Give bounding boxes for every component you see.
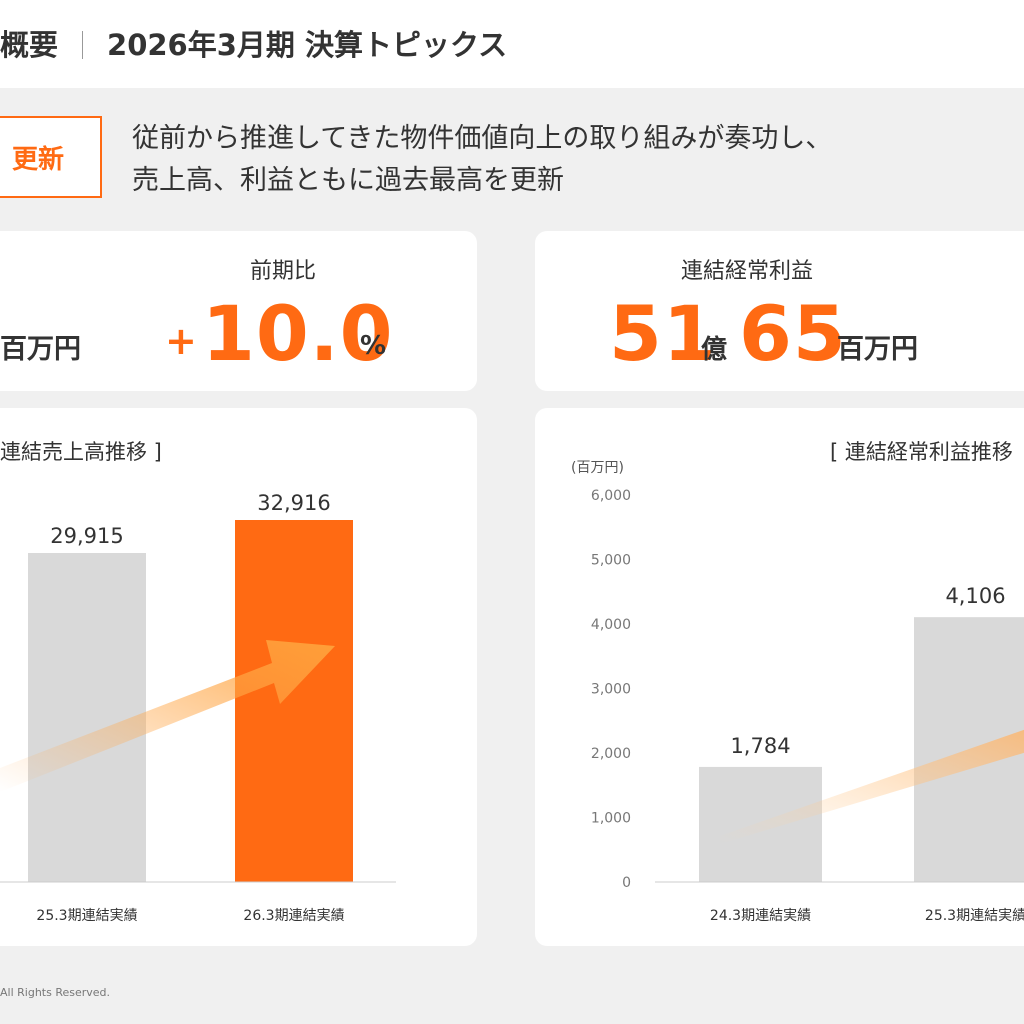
copyright-footer: All Rights Reserved.: [0, 986, 111, 999]
header-separator: [82, 31, 84, 59]
sales-chart-card: 連結売上高推移 ] 29,915 25.3期連結実績 32,916 26.3期連結実績: [0, 408, 477, 946]
profit-bar-value-0: 1,784: [730, 734, 790, 758]
sales-bar-category-1: 26.3期連結実績: [243, 908, 344, 924]
lead-line-2: 売上高、利益ともに過去最高を更新: [132, 165, 564, 196]
sales-ratio-value: 10.0: [202, 289, 394, 378]
sales-ratio-percent: %: [360, 331, 387, 361]
profit-y-tick-4: 4,000: [591, 617, 631, 633]
sales-growth-arrow: [0, 640, 335, 792]
sales-kpi-card: 百万円 前期比 + 10.0 %: [0, 231, 477, 391]
sales-bar-0: [28, 553, 146, 882]
profit-y-tick-3: 3,000: [591, 682, 631, 698]
profit-y-tick-6: 6,000: [591, 488, 631, 504]
profit-y-tick-0: 0: [622, 875, 631, 891]
profit-y-tick-5: 5,000: [591, 553, 631, 569]
sales-chart-title: 連結売上高推移 ]: [0, 440, 162, 464]
sales-bar-value-0: 29,915: [50, 524, 123, 548]
sales-ratio-sign: +: [165, 319, 197, 363]
profit-oku-value: 51: [609, 289, 717, 378]
profit-kpi-unit: 百万円: [837, 334, 918, 365]
sales-bar-value-1: 32,916: [257, 491, 330, 515]
profit-growth-arrow: [720, 729, 1024, 844]
profit-oku-unit: 億: [701, 335, 728, 365]
profit-man-value: 65: [739, 289, 847, 378]
profit-bar-category-0: 24.3期連結実績: [710, 908, 811, 924]
lead-text: 従前から推進してきた物件価値向上の取り組みが奏功し、 売上高、利益ともに過去最高…: [132, 118, 832, 202]
profit-chart-title: [ 連結経常利益推移: [830, 440, 1013, 464]
profit-bar-value-1: 4,106: [945, 584, 1005, 608]
lead-line-1: 従前から推進してきた物件価値向上の取り組みが奏功し、: [132, 123, 833, 154]
profit-y-tick-2: 2,000: [591, 746, 631, 762]
profit-kpi-label: 連結経常利益: [681, 259, 814, 284]
profit-chart-y-unit: (百万円): [571, 460, 624, 476]
sales-chart: 29,915 25.3期連結実績 32,916 26.3期連結実績: [0, 491, 396, 924]
sales-ratio-label: 前期比: [250, 259, 317, 284]
header-title-text: 2026年3月期 決算トピックス: [107, 28, 508, 62]
update-badge: 更新: [0, 116, 102, 198]
profit-chart-card: [ 連結経常利益推移 (百万円) 0 1,000 2,000 3,000 4,000 5,…: [535, 408, 1024, 946]
page-title: 概要 2026年3月期 決算トピックス: [0, 22, 507, 64]
profit-kpi-card: 連結経常利益 51 億 65 百万円: [535, 231, 1024, 391]
page-header: 概要 2026年3月期 決算トピックス: [0, 0, 1024, 88]
profit-chart: (百万円) 0 1,000 2,000 3,000 4,000 5,000 6,000 1,…: [571, 460, 1024, 924]
header-section: 概要: [0, 28, 59, 62]
sales-bar-category-0: 25.3期連結実績: [36, 908, 137, 924]
sales-kpi-unit: 百万円: [0, 334, 81, 365]
sales-bar-1: [235, 520, 353, 882]
profit-y-tick-1: 1,000: [591, 811, 631, 827]
profit-bar-category-1: 25.3期連結実績: [925, 908, 1024, 924]
update-badge-label: 更新: [11, 144, 64, 175]
